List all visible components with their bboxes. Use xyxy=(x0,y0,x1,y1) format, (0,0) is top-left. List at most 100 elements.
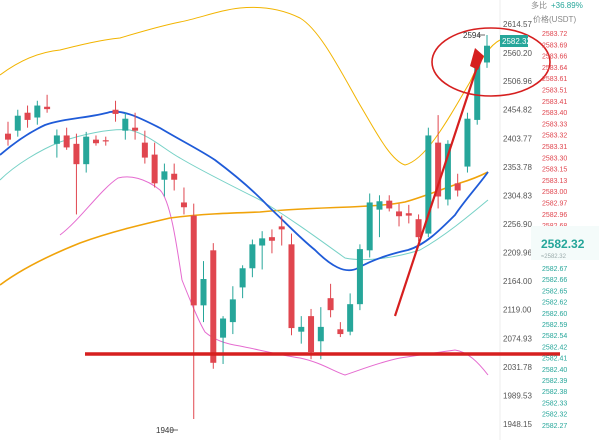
candle-body xyxy=(376,201,383,210)
ratio-value: +36.89% xyxy=(551,1,583,10)
candle-body xyxy=(278,226,285,230)
price-axis-tick: 1948.15 xyxy=(503,420,532,429)
order-book-ask: 2582.97 xyxy=(542,201,567,208)
candle xyxy=(396,203,403,227)
candle xyxy=(454,173,461,197)
order-book-bid: 2582.54 xyxy=(542,333,567,340)
candle xyxy=(356,244,363,311)
price-axis-tick: 2353.78 xyxy=(503,163,532,172)
order-book-ask: 2583.31 xyxy=(542,144,567,151)
candle xyxy=(249,239,256,278)
order-book-bid: 2582.65 xyxy=(542,288,567,295)
candle xyxy=(308,308,315,360)
order-book-bid: 2582.59 xyxy=(542,322,567,329)
candle xyxy=(132,112,139,140)
candle xyxy=(347,293,354,336)
trend-arrow xyxy=(393,57,482,317)
order-book-ask: 2583.66 xyxy=(542,54,567,61)
candle-body xyxy=(308,316,315,353)
order-book-bid: 2582.42 xyxy=(542,344,567,351)
candle-body xyxy=(474,62,481,120)
candle-body xyxy=(73,143,80,165)
order-book-ask: 2583.69 xyxy=(542,42,567,49)
candle xyxy=(298,316,305,344)
order-book-bid: 2582.39 xyxy=(542,378,567,385)
candle-body xyxy=(44,106,51,110)
price-axis-tick: 2506.96 xyxy=(503,77,532,86)
order-book-bid: 2582.66 xyxy=(542,277,567,284)
current-price-box xyxy=(531,226,599,260)
price-axis-tick: 2304.83 xyxy=(503,191,532,200)
candle-body xyxy=(5,133,11,140)
price-axis-tick: 2209.96 xyxy=(503,249,532,258)
price-axis-tick: 2074.93 xyxy=(503,334,532,343)
candle xyxy=(180,187,187,215)
candle xyxy=(122,112,129,140)
candle-body xyxy=(347,304,354,332)
candle-body xyxy=(161,171,168,180)
candle-body xyxy=(132,127,139,131)
candle-body xyxy=(396,211,403,217)
order-book-ask: 2583.13 xyxy=(542,178,567,185)
candle xyxy=(337,322,344,338)
candle-body xyxy=(386,200,393,209)
candle-body xyxy=(112,109,119,114)
candle-body xyxy=(53,135,60,144)
candle-body xyxy=(83,136,90,165)
order-book-bid: 2582.33 xyxy=(542,400,567,407)
current-price-tag-bg xyxy=(500,35,528,47)
candle-body xyxy=(268,237,275,241)
indicator-lines xyxy=(0,6,501,376)
candle-body xyxy=(151,154,158,184)
candle xyxy=(386,195,393,212)
candle xyxy=(34,100,41,125)
order-book-bid: 2582.41 xyxy=(542,356,567,363)
candle xyxy=(415,214,422,242)
candle xyxy=(464,112,471,173)
candle-body xyxy=(102,140,109,142)
candle xyxy=(53,129,60,158)
order-book-bid: 2582.27 xyxy=(542,423,567,430)
current-price-tag: 2582.32 xyxy=(502,37,531,46)
order-book-ask: 2583.41 xyxy=(542,99,567,106)
bollinger-lower-line xyxy=(59,176,489,376)
candle-body xyxy=(14,115,21,131)
candle xyxy=(112,100,119,122)
candle-body xyxy=(200,279,207,306)
order-book-bid: 2582.40 xyxy=(542,367,567,374)
order-book-ask: 2583.30 xyxy=(542,155,567,162)
price-axis: 2614.57 2506.96 2454.82 2403.77 2353.78 2304.… xyxy=(503,20,532,429)
price-axis-tick: 1989.53 xyxy=(503,391,532,400)
candle-body xyxy=(327,298,334,311)
candle xyxy=(171,163,178,191)
candle-body xyxy=(141,142,148,158)
price-axis-tick: 2454.82 xyxy=(503,106,532,115)
candle xyxy=(92,135,99,146)
candle xyxy=(63,127,70,150)
candle xyxy=(190,203,197,420)
candle-body xyxy=(122,118,129,131)
candle-body xyxy=(220,318,227,338)
order-book-bid: 2582.60 xyxy=(542,311,567,318)
candle xyxy=(44,94,51,113)
pair-label: 价格(USDT) xyxy=(533,14,576,24)
candle xyxy=(83,131,90,173)
candle-body xyxy=(210,250,217,363)
candle-body xyxy=(415,219,422,238)
order-book-ask: 2583.72 xyxy=(542,31,567,38)
candle xyxy=(220,316,227,364)
order-book-bid: 2582.32 xyxy=(542,412,567,419)
order-book-bid: 2582.62 xyxy=(542,300,567,307)
order-book-ask: 2583.33 xyxy=(542,121,567,128)
candle xyxy=(14,109,21,137)
candle-body xyxy=(317,326,324,342)
candle-body xyxy=(366,202,373,251)
candle xyxy=(259,231,266,270)
ma-teal-line xyxy=(0,129,489,261)
order-book-ask: 2583.32 xyxy=(542,133,567,140)
candle xyxy=(210,243,217,369)
candle-body xyxy=(464,118,471,167)
candle xyxy=(102,136,109,146)
candle xyxy=(268,229,275,254)
